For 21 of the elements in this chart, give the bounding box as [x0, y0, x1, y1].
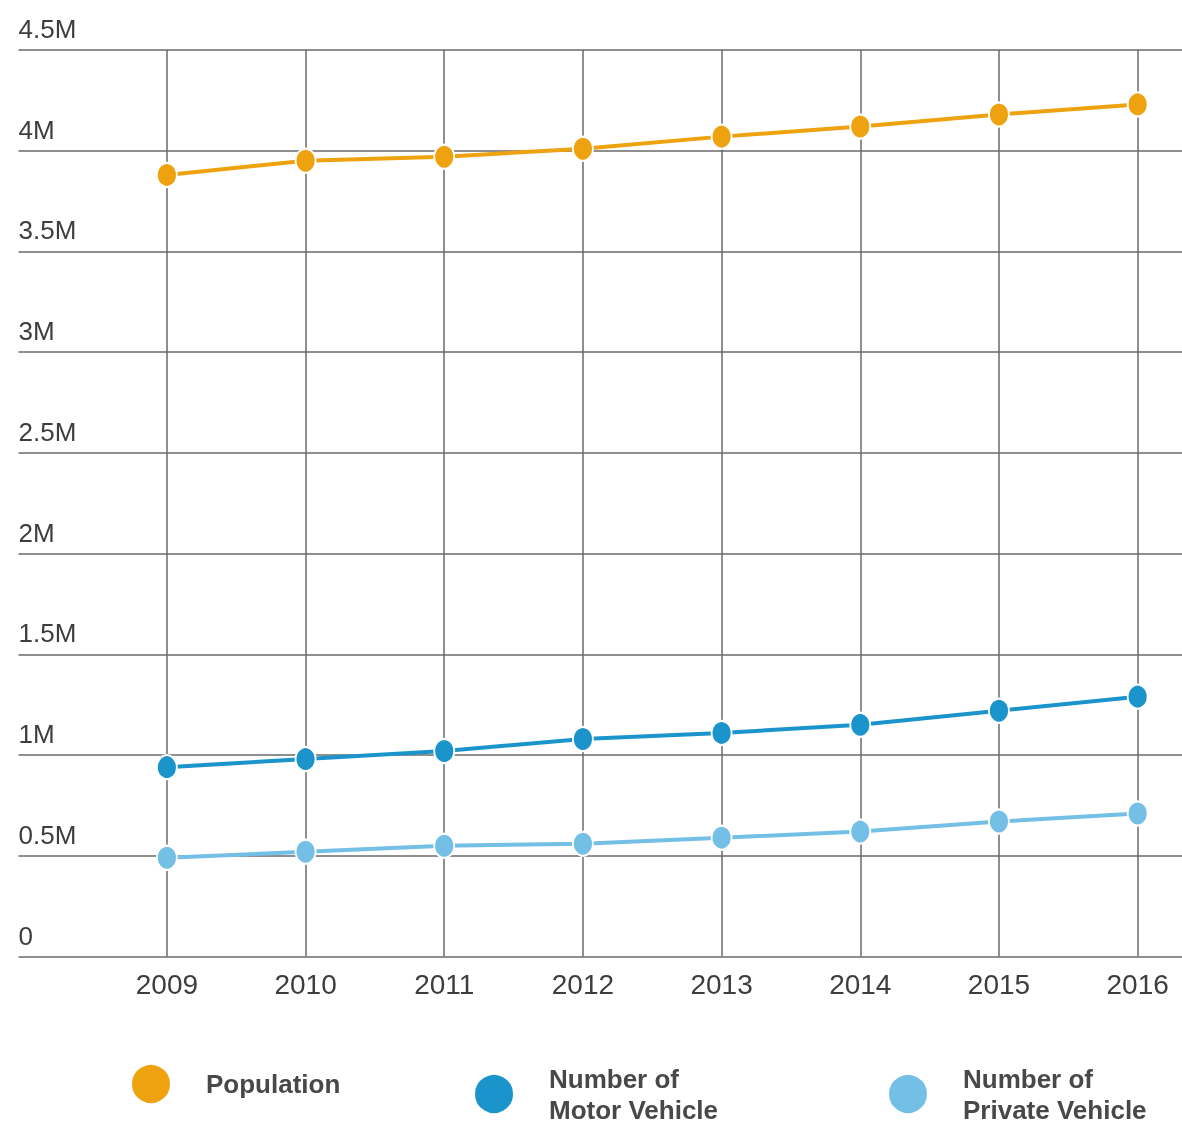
- y-tick-label: 3M: [18, 316, 55, 347]
- y-tick-label: 4M: [18, 114, 55, 145]
- y-tick-label: 2.5M: [18, 416, 77, 447]
- x-tick-label: 2014: [829, 969, 892, 1000]
- y-tick-label: 0.5M: [18, 819, 77, 850]
- legend-label: Number of Private Vehicle: [963, 1063, 1147, 1125]
- y-tick-label: 1M: [18, 719, 55, 750]
- x-tick-label: 2015: [967, 969, 1031, 1000]
- x-tick-label: 2010: [274, 969, 337, 1000]
- legend-label: Number of Motor Vehicle: [549, 1063, 719, 1125]
- y-tick-label: 0: [18, 920, 33, 951]
- x-tick-label: 2013: [690, 969, 753, 1000]
- y-tick-label: 3.5M: [18, 215, 77, 246]
- y-tick-label: 1.5M: [18, 618, 77, 649]
- y-tick-label: 4.5M: [18, 14, 77, 44]
- y-tick-label: 2M: [18, 517, 55, 548]
- legend-label: Population: [206, 1069, 341, 1099]
- x-tick-label: 2012: [551, 969, 615, 1000]
- x-tick-label: 2016: [1106, 969, 1169, 1000]
- x-tick-label: 2011: [414, 969, 475, 1000]
- x-tick-label: 2009: [135, 969, 199, 1000]
